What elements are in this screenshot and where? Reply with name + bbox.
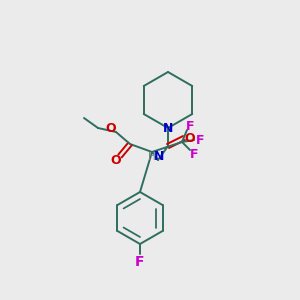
Text: N: N bbox=[163, 122, 173, 134]
Text: F: F bbox=[190, 148, 198, 160]
Text: F: F bbox=[196, 134, 204, 146]
Text: O: O bbox=[185, 131, 195, 145]
Text: F: F bbox=[135, 255, 145, 269]
Text: N: N bbox=[154, 151, 164, 164]
Text: F: F bbox=[186, 119, 194, 133]
Text: O: O bbox=[111, 154, 121, 167]
Text: O: O bbox=[106, 122, 116, 136]
Text: H: H bbox=[148, 152, 156, 162]
